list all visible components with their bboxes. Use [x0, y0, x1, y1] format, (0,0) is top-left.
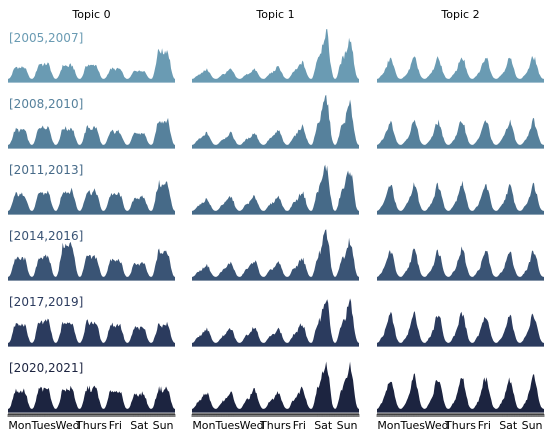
day-tick-label: Mon	[8, 419, 31, 432]
series-area	[192, 164, 359, 214]
series-area	[377, 55, 544, 82]
day-tick-label: Fri	[478, 419, 491, 432]
day-tick-label: Sat	[499, 419, 518, 432]
topic-title: Topic 1	[255, 8, 294, 21]
day-tick-label: Thurs	[259, 419, 291, 432]
x-ticks	[7, 414, 176, 417]
series-area	[8, 48, 175, 82]
day-tick-label: Mon	[192, 419, 215, 432]
series-area	[192, 229, 359, 280]
series-area	[8, 385, 175, 412]
day-tick-label: Sat	[314, 419, 333, 432]
day-tick-label: Tues	[31, 419, 57, 432]
day-tick-label: Fri	[109, 419, 122, 432]
period-label: [2014,2016]	[9, 229, 83, 243]
series-area	[8, 117, 175, 148]
series-area	[8, 241, 175, 280]
day-tick-label: Thurs	[75, 419, 107, 432]
day-tick-label: Fri	[293, 419, 306, 432]
series-area	[8, 179, 175, 214]
day-tick-label: Sun	[153, 419, 174, 432]
topic-title: Topic 2	[440, 8, 479, 21]
day-tick-label: Sun	[337, 419, 358, 432]
period-label: [2011,2013]	[9, 163, 83, 177]
period-label: [2005,2007]	[9, 31, 83, 45]
period-label: [2017,2019]	[9, 295, 83, 309]
x-ticks	[376, 414, 545, 417]
topic-title: Topic 0	[71, 8, 110, 21]
series-area	[192, 29, 359, 82]
x-ticks	[191, 414, 360, 417]
day-tick-label: Sat	[130, 419, 149, 432]
day-tick-label: Tues	[400, 419, 426, 432]
series-area	[377, 180, 544, 214]
day-tick-label: Wed	[425, 419, 449, 432]
day-tick-label: Mon	[377, 419, 400, 432]
day-tick-label: Sun	[522, 419, 543, 432]
series-area	[192, 298, 359, 346]
series-area	[8, 318, 175, 346]
series-area	[192, 361, 359, 412]
day-tick-label: Wed	[240, 419, 264, 432]
series-area	[377, 373, 544, 412]
day-tick-label: Wed	[56, 419, 80, 432]
series-area	[192, 94, 359, 148]
period-label: [2020,2021]	[9, 361, 83, 375]
period-label: [2008,2010]	[9, 97, 83, 111]
day-tick-label: Tues	[215, 419, 241, 432]
day-tick-label: Thurs	[444, 419, 476, 432]
series-area	[377, 246, 544, 280]
series-area	[377, 311, 544, 346]
series-area	[377, 117, 544, 148]
